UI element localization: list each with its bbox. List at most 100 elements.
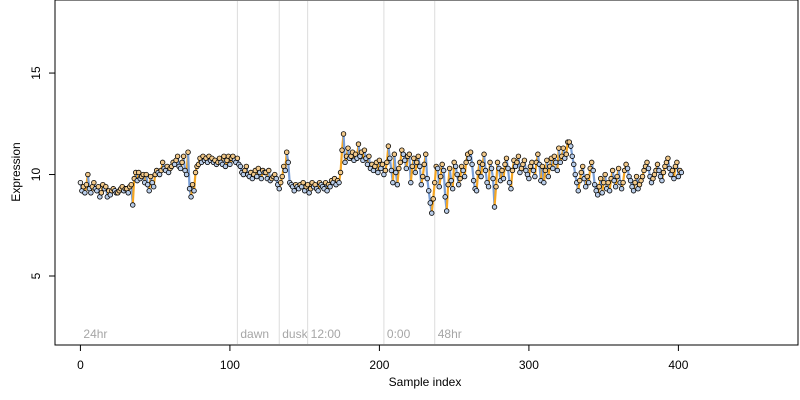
series-segment [393,153,397,174]
data-point [227,161,233,168]
series-segment [186,151,191,190]
data-point [342,159,348,166]
data-point [435,165,441,172]
data-point [597,175,604,182]
data-point [605,179,611,186]
data-point [384,159,390,166]
data-point [656,167,662,174]
data-point [150,184,157,190]
series-segment [509,169,514,190]
series-segment [432,181,436,200]
data-point [128,181,134,188]
data-point [143,171,149,178]
data-point [627,177,634,184]
data-point [185,149,191,155]
data-point [355,141,362,147]
data-point [479,161,486,168]
data-point [221,153,227,159]
data-point [550,165,556,172]
data-point [475,169,481,176]
data-point [499,167,505,174]
data-point [432,179,438,186]
data-point [440,167,447,174]
data-point [77,179,84,186]
data-point [624,165,631,172]
data-point [554,167,561,174]
series-segment [287,161,291,184]
data-point [609,167,616,174]
phase-label: 0:00 [387,327,411,341]
data-point [491,204,498,210]
data-point [180,153,187,159]
data-point [460,167,466,174]
data-point [186,186,193,192]
data-point [411,155,417,161]
data-point [144,181,151,188]
data-point [578,169,584,176]
data-point [403,165,410,172]
data-point [675,173,682,180]
y-axis-label: Expression [9,142,23,201]
data-point [583,184,589,190]
data-point [390,179,396,186]
data-point [535,151,541,157]
data-point [461,173,468,180]
data-point [557,159,563,166]
data-point [391,151,398,157]
series-segment [493,185,498,209]
data-point [575,188,581,194]
x-axis-label: Sample index [389,375,462,389]
data-point [183,171,190,178]
data-point [83,181,90,188]
data-point [188,194,194,200]
data-point [455,181,462,188]
data-point [443,208,450,214]
data-point [506,179,513,186]
y-tick-label: 5 [29,272,43,279]
data-point [324,188,330,194]
data-point [515,153,522,159]
data-point [599,190,605,196]
data-point [406,151,413,157]
data-point [556,145,562,151]
data-point [402,157,408,164]
phase-label: dawn [240,327,269,341]
data-point [541,179,547,186]
series-segment [482,153,487,172]
data-point [482,167,489,174]
data-point [424,175,430,182]
data-point [397,159,404,166]
data-point [130,202,136,208]
series-segment [131,177,136,207]
data-point [439,161,445,168]
data-point [508,186,514,192]
data-point [630,188,637,194]
data-point [189,181,196,188]
data-point [278,179,284,186]
data-point [600,179,607,186]
phase-label: dusk [282,327,308,341]
series-segment [192,171,197,192]
x-tick-label: 300 [519,358,539,372]
data-point [382,167,389,174]
data-point [505,165,511,172]
data-point [192,169,199,176]
data-point [366,153,372,159]
data-point [146,188,152,194]
data-point [577,177,583,184]
series-segment [339,149,344,174]
data-point [385,143,392,149]
data-point [409,163,415,170]
data-point [415,153,421,159]
data-point [279,173,285,180]
data-point [449,186,456,192]
data-point [494,159,501,166]
data-point [273,175,279,182]
data-point [632,179,638,186]
data-point [588,159,595,166]
series-segment [409,165,414,184]
data-point [361,147,368,153]
data-point [612,184,619,190]
